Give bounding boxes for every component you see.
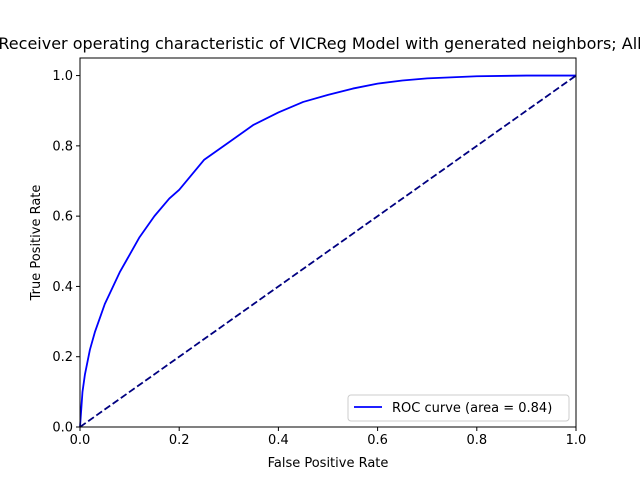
legend-label-roc: ROC curve (area = 0.84) — [392, 401, 552, 416]
y-tick-label: 0.2 — [52, 350, 73, 365]
x-tick-label: 0.4 — [268, 433, 289, 448]
roc-curve-line — [79, 74, 576, 428]
x-tick-label: 0.0 — [70, 433, 91, 448]
x-tick-label: 1.0 — [566, 433, 587, 448]
y-axis: 0.0 0.2 0.4 0.6 0.8 1.0 — [52, 69, 80, 436]
plot-area — [79, 74, 577, 428]
x-tick-label: 0.8 — [466, 433, 487, 448]
x-axis-label: False Positive Rate — [268, 456, 389, 471]
axes-frame — [79, 57, 577, 428]
legend: ROC curve (area = 0.84) — [347, 394, 570, 422]
y-tick-label: 0.8 — [52, 139, 73, 154]
chart-title: Receiver operating characteristic of VIC… — [0, 34, 640, 53]
y-tick-label: 0.6 — [52, 210, 73, 225]
y-tick-label: 0.4 — [52, 280, 73, 295]
x-tick-label: 0.2 — [169, 433, 190, 448]
x-axis: 0.0 0.2 0.4 0.6 0.8 1.0 — [70, 427, 587, 448]
y-axis-label: True Positive Rate — [29, 185, 44, 302]
y-tick-label: 0.0 — [52, 421, 73, 436]
diagonal-reference-line — [79, 74, 577, 428]
legend-box — [347, 394, 570, 422]
y-tick-label: 1.0 — [52, 69, 73, 84]
x-tick-label: 0.6 — [367, 433, 388, 448]
